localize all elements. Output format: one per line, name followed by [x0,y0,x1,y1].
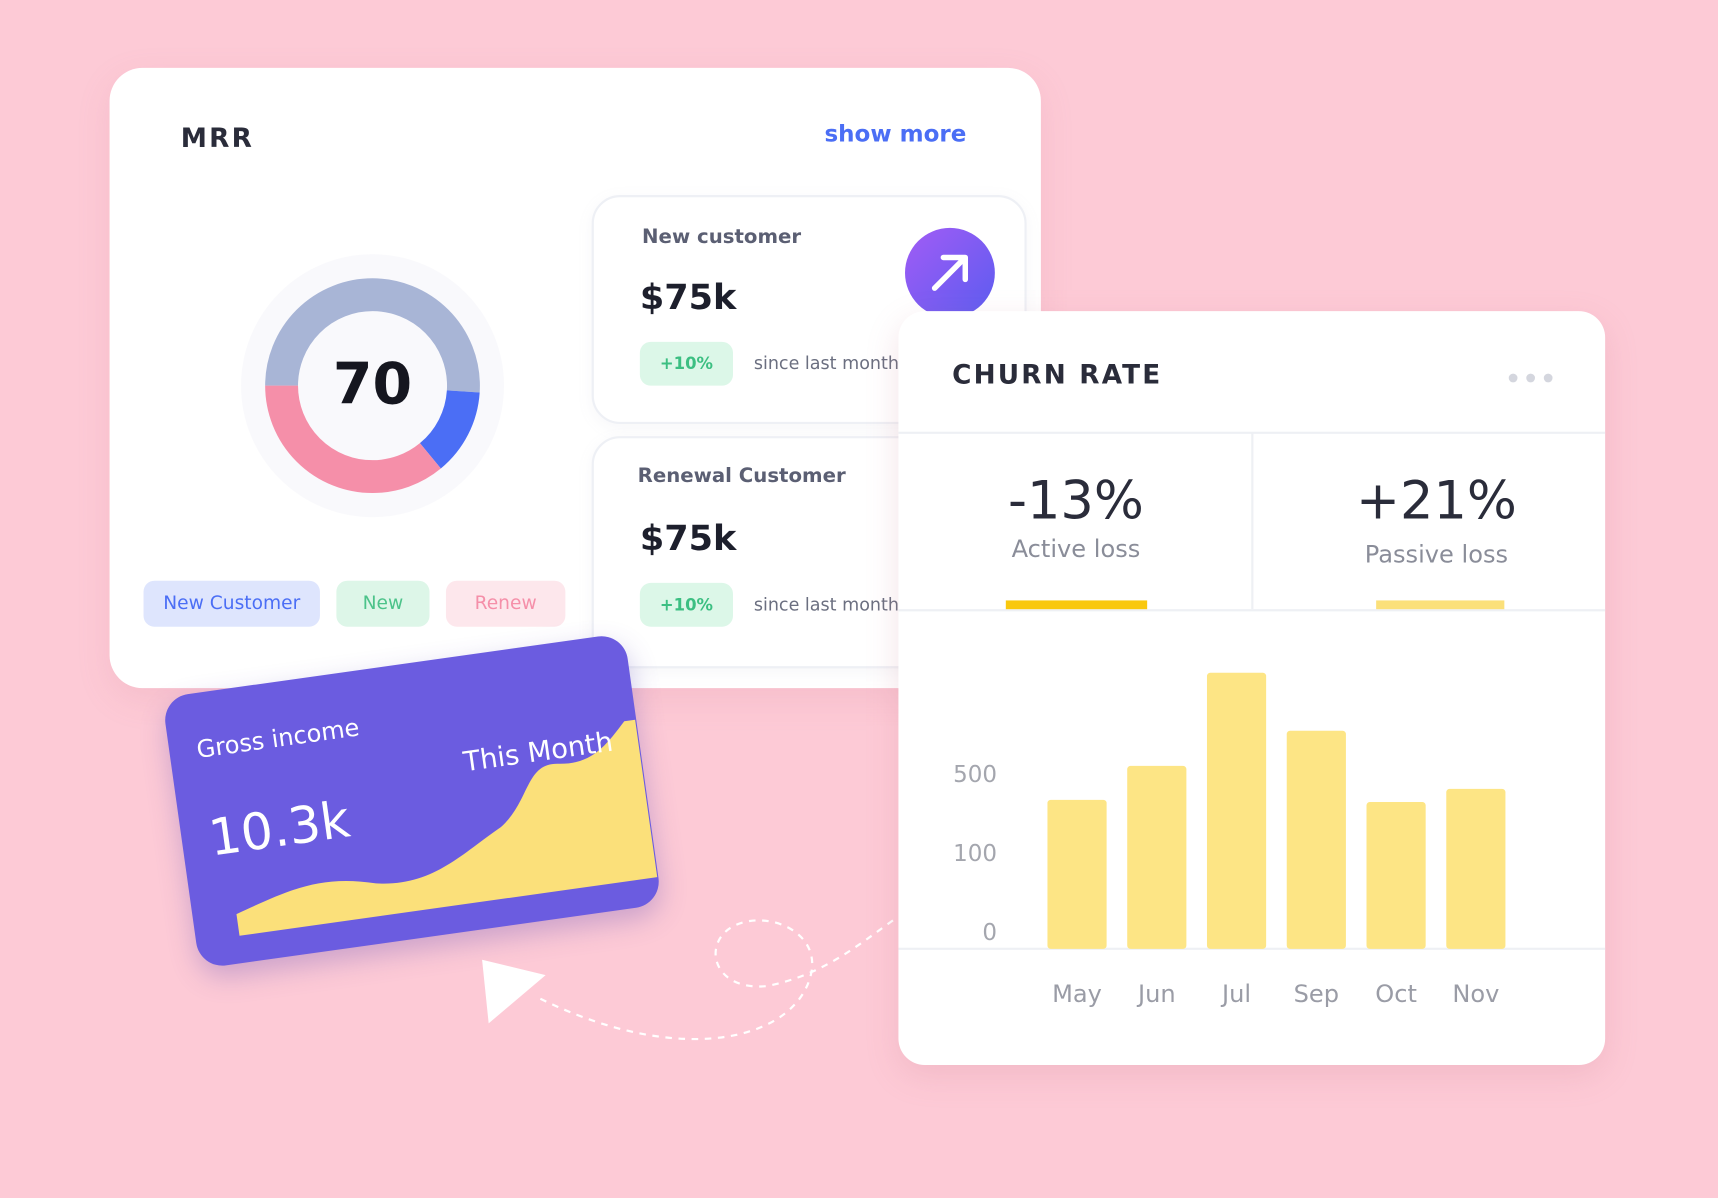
card-title: New customer [642,225,802,249]
donut-segment [265,278,480,494]
legend-renew[interactable]: Renew [445,580,566,627]
stat-value: +21% [1356,471,1517,532]
x-tick-label: May [1052,980,1102,1008]
x-tick-label: Sep [1294,980,1339,1008]
y-axis-label: 100 [953,841,997,867]
x-tick-label: Jul [1220,980,1251,1008]
donut-value: 70 [333,351,412,417]
stat-label: Passive loss [1365,540,1508,568]
card-change: +10% [639,582,733,627]
show-more-link[interactable]: show more [824,120,967,147]
bar [1446,788,1506,949]
churn-title: CHURN RATE [952,360,1162,390]
bar [1286,730,1346,949]
churn-card: CHURN RATE -13% Active loss +21% Passive… [898,311,1606,1065]
card-note: since last month [753,352,900,374]
legend-new[interactable]: New [336,580,430,627]
card-change: +10% [639,341,733,386]
legend-new-customer[interactable]: New Customer [143,580,320,627]
y-axis-label: 0 [982,920,997,946]
bar [1206,672,1267,949]
x-tick-label: Nov [1452,980,1499,1008]
gross-area [236,719,658,936]
card-note: since last month [753,593,900,615]
card-amount: $75k [639,517,737,559]
card-amount: $75k [639,276,737,318]
x-tick-label: Jun [1136,980,1176,1008]
stat-value: -13% [1008,471,1144,532]
menu-dots[interactable] [1508,373,1553,383]
stat-label: Active loss [1012,535,1141,563]
churn-chart: CHURN RATE -13% Active loss +21% Passive… [898,360,1606,1008]
arrow-button[interactable] [904,227,996,319]
x-tick-label: Oct [1375,980,1417,1008]
bar [1127,765,1187,949]
gross-income-card: Gross income 10.3k This Month [161,632,663,970]
y-axis-label: 500 [953,762,997,788]
donut-chart: 70 [241,254,505,518]
card-title: Renewal Customer [637,464,846,488]
bar [1047,799,1107,949]
mrr-title: MRR [180,122,255,154]
bar [1366,802,1426,949]
